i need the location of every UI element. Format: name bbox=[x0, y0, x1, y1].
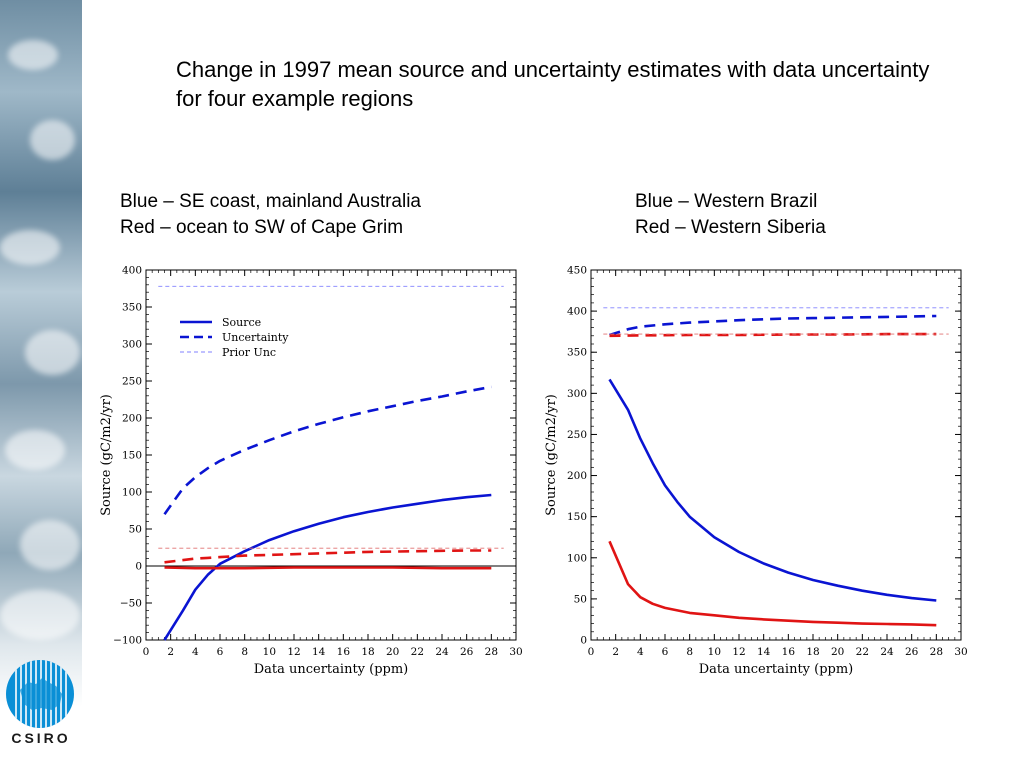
chart-right-series-blue-source bbox=[608, 378, 937, 602]
right-caption-red: Red – Western Siberia bbox=[635, 217, 826, 238]
chart-left-xtick-label: 10 bbox=[263, 646, 276, 658]
chart-left-xtick-label: 20 bbox=[386, 646, 399, 658]
chart-left-xtick-label: 6 bbox=[217, 646, 224, 658]
chart-left-xtick-label: 18 bbox=[361, 646, 374, 658]
logo-text: CSIRO bbox=[11, 730, 71, 746]
chart-right-xtick-label: 12 bbox=[732, 646, 745, 658]
chart-left-xtick-label: 12 bbox=[287, 646, 300, 658]
chart-left-xtick-label: 0 bbox=[143, 646, 150, 658]
chart-left-ytick-label: 300 bbox=[122, 339, 142, 351]
chart-left-series-red-source bbox=[164, 566, 492, 570]
slide-title: Change in 1997 mean source and uncertain… bbox=[176, 57, 930, 111]
chart-right-xtick-label: 8 bbox=[686, 646, 693, 658]
chart-left-ytick-label: 250 bbox=[122, 376, 142, 388]
chart-left-series-red-uncertainty bbox=[164, 549, 492, 564]
chart-left-ytick-label: 400 bbox=[122, 265, 142, 277]
sidebar-sky-background bbox=[0, 0, 82, 768]
right-chart-caption: Blue – Western Brazil Red – Western Sibe… bbox=[635, 189, 826, 241]
chart-left-y-axis-label: Source (gC/m2/yr) bbox=[99, 394, 114, 516]
chart-right-xtick-label: 26 bbox=[905, 646, 919, 658]
chart-left-frame bbox=[145, 269, 517, 641]
chart-right-y-axis-label: Source (gC/m2/yr) bbox=[544, 394, 559, 516]
chart-left-series-blue-uncertainty bbox=[163, 385, 492, 515]
left-chart-caption: Blue – SE coast, mainland Australia Red … bbox=[120, 189, 421, 241]
chart-left-ytick-label: 50 bbox=[129, 524, 142, 536]
chart-right-xtick-label: 0 bbox=[588, 646, 595, 658]
chart-left-ytick-label: 150 bbox=[122, 450, 142, 462]
chart-right-ytick-label: 350 bbox=[567, 347, 587, 359]
chart-right-series-blue-uncertainty bbox=[609, 314, 937, 337]
chart-right-xtick-label: 14 bbox=[757, 646, 771, 658]
chart-right-ytick-label: 400 bbox=[567, 306, 587, 318]
chart-left-series-blue-source bbox=[163, 493, 492, 641]
chart-left-xtick-label: 4 bbox=[192, 646, 199, 658]
chart-left-legend-label: Prior Unc bbox=[222, 346, 276, 359]
chart-left-xtick-label: 30 bbox=[509, 646, 522, 658]
chart-right-ytick-label: 0 bbox=[580, 635, 587, 647]
left-caption-blue: Blue – SE coast, mainland Australia bbox=[120, 191, 422, 212]
chart-left-ytick-label: 100 bbox=[122, 487, 142, 499]
chart-left-x-axis-label: Data uncertainty (ppm) bbox=[254, 662, 409, 677]
chart-left-xtick-label: 26 bbox=[460, 646, 474, 658]
chart-right-ytick-label: 50 bbox=[574, 593, 587, 605]
chart-right-ytick-label: 450 bbox=[567, 265, 587, 277]
chart-right-xtick-label: 20 bbox=[831, 646, 844, 658]
chart-right-xtick-label: 28 bbox=[930, 646, 943, 658]
chart-right-xtick-label: 30 bbox=[954, 646, 967, 658]
chart-left-ytick-label: 0 bbox=[135, 561, 142, 573]
chart-right-series-red-source bbox=[608, 540, 937, 627]
left-caption-red: Red – ocean to SW of Cape Grim bbox=[120, 217, 404, 238]
chart-right-xtick-label: 24 bbox=[880, 646, 894, 658]
chart-left-xtick-label: 8 bbox=[241, 646, 248, 658]
chart-right-ytick-label: 200 bbox=[567, 470, 587, 482]
chart-left-ytick-label: 200 bbox=[122, 413, 142, 425]
csiro-logo-icon bbox=[6, 660, 74, 728]
chart-left-xtick-label: 28 bbox=[485, 646, 498, 658]
chart-right-ytick-label: 150 bbox=[567, 511, 587, 523]
chart-left-ytick-label: −50 bbox=[120, 598, 142, 610]
chart-left-xtick-label: 2 bbox=[167, 646, 174, 658]
chart-left-xtick-label: 14 bbox=[312, 646, 326, 658]
chart-right-xtick-label: 10 bbox=[708, 646, 721, 658]
chart-right-ytick-label: 300 bbox=[567, 388, 587, 400]
chart-right-ytick-label: 100 bbox=[567, 552, 587, 564]
left-chart: 0 2 4 6 8 10 12 14 16 18 20 22 24 26 28 30−100−50050100… bbox=[99, 265, 523, 678]
chart-right-xtick-label: 2 bbox=[612, 646, 619, 658]
chart-left-xtick-label: 22 bbox=[411, 646, 424, 658]
chart-right-series-red-uncertainty bbox=[609, 332, 937, 338]
chart-left-xtick-label: 16 bbox=[337, 646, 351, 658]
chart-left-ytick-label: −100 bbox=[113, 635, 142, 647]
chart-right-xtick-label: 16 bbox=[782, 646, 796, 658]
chart-left-legend-label: Uncertainty bbox=[222, 331, 289, 344]
chart-right-xtick-label: 6 bbox=[662, 646, 669, 658]
right-caption-blue: Blue – Western Brazil bbox=[635, 191, 818, 212]
chart-right-ytick-label: 250 bbox=[567, 429, 587, 441]
right-chart: 0 2 4 6 8 10 12 14 16 18 20 22 24 26 28 300501001502002… bbox=[544, 265, 968, 678]
chart-right-xtick-label: 4 bbox=[637, 646, 644, 658]
chart-left-legend-label: Source bbox=[222, 316, 261, 329]
chart-right-xtick-label: 18 bbox=[806, 646, 819, 658]
chart-right-xtick-label: 22 bbox=[856, 646, 869, 658]
chart-left-ytick-label: 350 bbox=[122, 302, 142, 314]
chart-left-xtick-label: 24 bbox=[435, 646, 449, 658]
chart-right-x-axis-label: Data uncertainty (ppm) bbox=[699, 662, 854, 677]
